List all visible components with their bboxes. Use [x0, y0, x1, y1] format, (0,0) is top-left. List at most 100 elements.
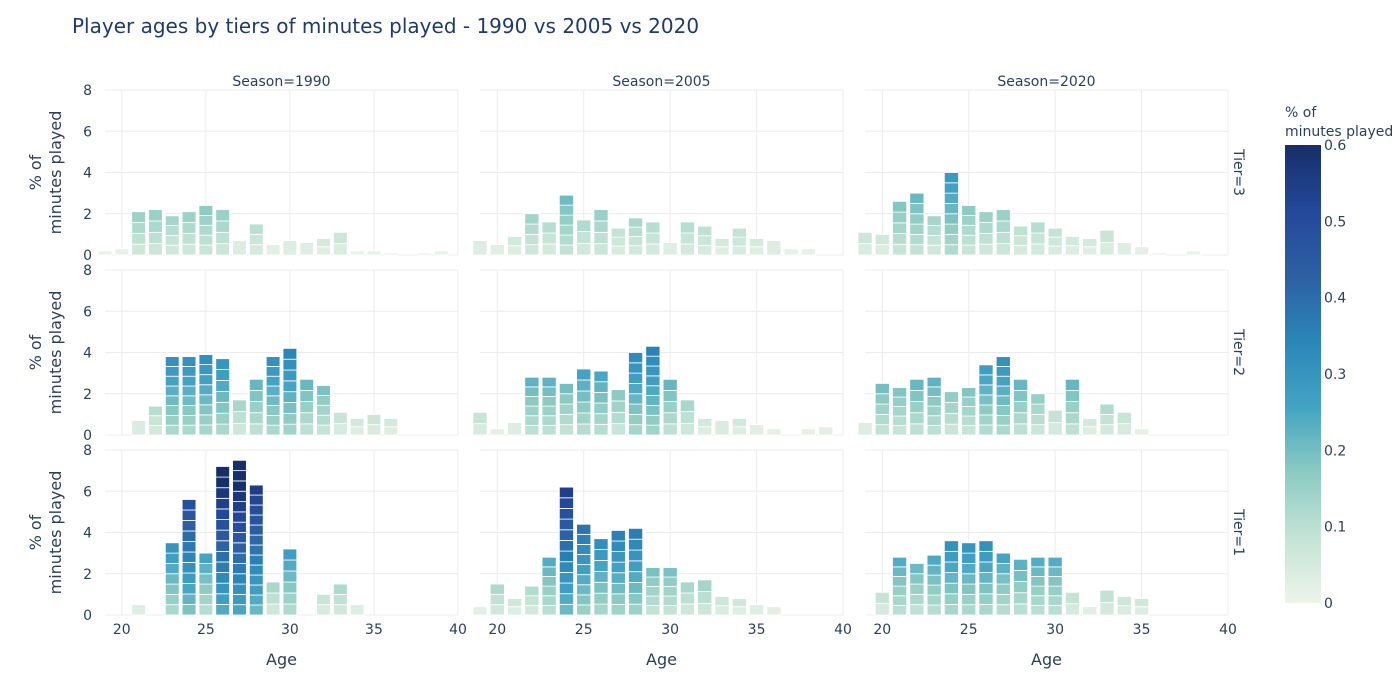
bar: [576, 368, 592, 436]
panel-grid: [480, 449, 844, 616]
bar-segment: [558, 561, 574, 573]
bar-segment: [489, 428, 505, 436]
bar-segment: [593, 538, 609, 550]
bar-segment: [610, 551, 626, 563]
colorbar-tick-label: 0.3: [1324, 367, 1346, 383]
bar-segment: [662, 567, 678, 578]
bar: [943, 540, 959, 616]
bar-segment: [417, 252, 432, 256]
x-tick-label: 35: [1133, 622, 1151, 638]
bar-segment: [299, 423, 315, 436]
bar-segment: [610, 582, 626, 595]
bar-segment: [507, 236, 523, 247]
bar-segment: [943, 203, 959, 215]
bar-segment: [282, 581, 298, 594]
bar-segment: [1030, 232, 1046, 245]
bar: [333, 583, 348, 616]
y-axis-title: % ofminutes played: [26, 111, 65, 235]
y-axis-title-line: minutes played: [46, 291, 65, 415]
bar-segment: [164, 583, 180, 595]
bar: [1116, 596, 1132, 616]
bar-segment: [679, 243, 695, 256]
bar-segment: [874, 413, 890, 426]
bar-segment: [524, 405, 540, 417]
bar: [961, 387, 977, 436]
bar-segment: [731, 227, 747, 238]
bar-segment: [131, 211, 146, 223]
bar: [1116, 242, 1132, 256]
bar-segment: [181, 562, 197, 574]
bar-segment: [593, 243, 609, 256]
bar-segment: [961, 224, 977, 236]
bar-segment: [299, 401, 315, 414]
bar-segment: [524, 223, 540, 235]
bar-segment: [576, 584, 592, 596]
bar-segment: [610, 245, 626, 256]
bar-segment: [1030, 243, 1046, 256]
bar-segment: [366, 250, 382, 256]
bar-segment: [558, 518, 574, 531]
bar-segment: [978, 572, 994, 584]
bar-segment: [593, 381, 609, 393]
bar: [593, 370, 609, 436]
bar-segment: [697, 244, 713, 256]
bar-segment: [164, 405, 180, 416]
bar-segment: [1013, 570, 1029, 582]
bar-segment: [874, 591, 890, 605]
bar: [909, 563, 925, 616]
bar-segment: [874, 603, 890, 616]
bar-segment: [593, 391, 609, 404]
bar-segment: [232, 532, 247, 544]
bar: [558, 383, 574, 436]
bar-segment: [524, 415, 540, 426]
bar-segment: [1030, 221, 1046, 234]
bar: [995, 552, 1011, 616]
bar-segment: [198, 424, 214, 436]
bar-segment: [995, 593, 1011, 606]
bar-segment: [909, 390, 925, 402]
bar: [181, 356, 197, 436]
bar-segment: [995, 424, 1011, 436]
bar-segment: [1047, 236, 1063, 247]
bar-segment: [645, 232, 661, 245]
bar-segment: [679, 399, 695, 413]
series-tier-2-season-1990: [131, 347, 399, 436]
bar: [645, 567, 661, 616]
bar-segment: [558, 383, 574, 395]
bar-segment: [433, 250, 449, 256]
bar-segment: [1099, 413, 1115, 426]
bar-segment: [333, 583, 348, 595]
bar: [248, 223, 264, 256]
bar-segment: [749, 238, 765, 248]
bar-segment: [558, 403, 574, 415]
bar-segment: [215, 390, 230, 403]
bar-segment: [645, 405, 661, 416]
bar: [662, 567, 678, 616]
bar-segment: [961, 563, 977, 575]
x-tick-label: 35: [748, 622, 766, 638]
bar-segment: [679, 422, 695, 436]
bar-segment: [749, 246, 765, 256]
bar-segment: [198, 552, 214, 564]
bar-segment: [316, 424, 331, 436]
bar-segment: [926, 405, 942, 417]
bar: [731, 418, 747, 436]
bar-segment: [366, 413, 382, 426]
bar: [558, 194, 574, 256]
bar-segment: [215, 243, 230, 256]
bar: [215, 209, 230, 256]
bar-segment: [714, 605, 730, 616]
bar-segment: [978, 550, 994, 563]
bar-segment: [909, 563, 925, 575]
bar: [472, 411, 488, 436]
bar-segment: [524, 376, 540, 388]
bar-segment: [943, 244, 959, 256]
bar-segment: [679, 581, 695, 594]
bar-segment: [232, 470, 247, 482]
bar-segment: [181, 572, 197, 584]
bar-segment: [248, 390, 264, 402]
bar-segment: [943, 192, 959, 204]
bar-segment: [248, 524, 264, 536]
bar-segment: [131, 243, 146, 256]
bar-segment: [215, 231, 230, 245]
